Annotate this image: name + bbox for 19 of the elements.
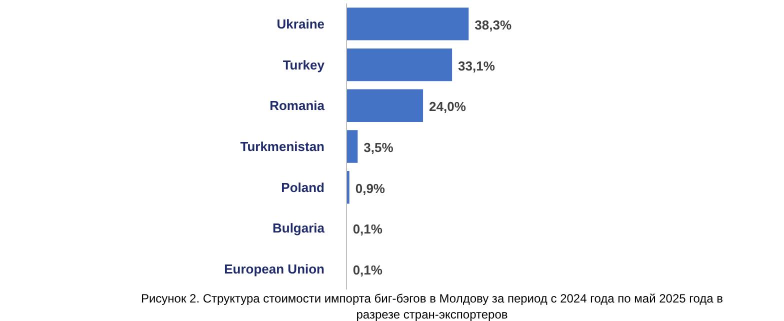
y-tick-label: Bulgaria	[272, 220, 326, 236]
data-label: 33,1%	[458, 58, 496, 74]
y-tick-label: Turkmenistan	[240, 139, 325, 154]
data-label: 0,1%	[352, 222, 383, 237]
y-tick-label: Romania	[270, 98, 326, 114]
bar	[346, 89, 424, 122]
text: Рисунок 2. Структура стоимости импорта биг-бэгов в Молдову за период с 2024 года по май 2025 года в разрезе стран-экспортеров	[140, 292, 724, 321]
y-tick-label: European Union	[224, 262, 325, 277]
data-label: 24,0%	[429, 99, 466, 114]
bar	[346, 48, 452, 82]
y-tick-label: Turkey	[282, 57, 326, 72]
data-label: 38,3%	[474, 17, 512, 32]
y-tick-label: Poland	[281, 180, 325, 195]
bar	[346, 130, 358, 163]
y-tick-label: Ukraine	[276, 16, 325, 32]
data-label: 0,1%	[352, 262, 383, 278]
data-label: 3,5%	[364, 140, 394, 155]
bar	[346, 8, 469, 40]
data-label: 0,9%	[355, 180, 386, 196]
